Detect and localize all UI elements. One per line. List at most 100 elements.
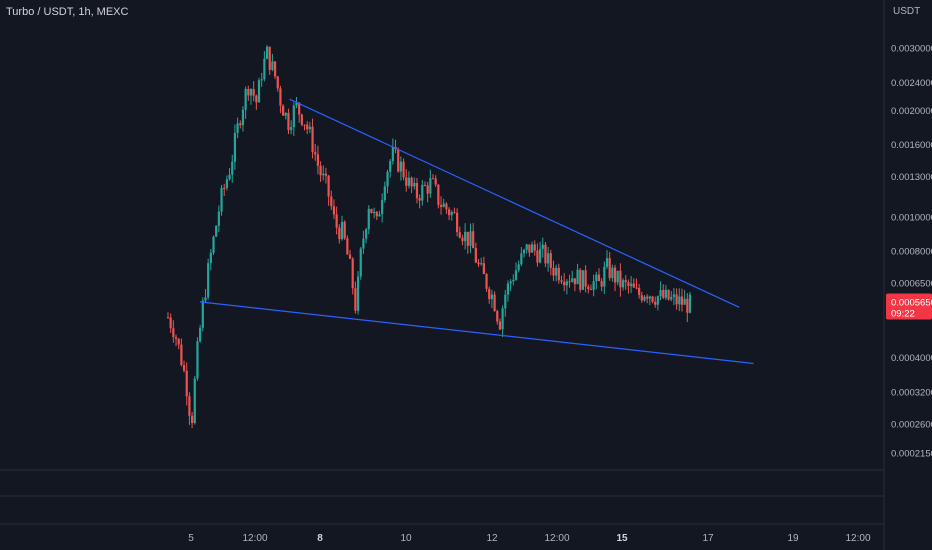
candle-body (279, 88, 282, 106)
x-tick-label: 15 (616, 533, 628, 544)
candle-body (587, 286, 590, 290)
candle-body (282, 105, 285, 116)
candle-body (287, 112, 290, 131)
candle-body (327, 175, 330, 197)
candle-body (536, 250, 539, 263)
candle-body (528, 244, 531, 253)
candle-body (509, 281, 512, 284)
candle-body (632, 283, 635, 288)
candle-body (506, 283, 510, 295)
candle-body (595, 274, 598, 281)
candle-body (544, 244, 547, 264)
candle-body (447, 209, 451, 216)
candle-body (231, 161, 234, 175)
candle-body (402, 161, 405, 178)
x-tick-label: 17 (702, 533, 714, 544)
candle-body (552, 267, 555, 276)
candle-body (439, 205, 443, 207)
x-tick-label: 12 (486, 533, 498, 544)
y-tick-label: 0.0004000 (891, 353, 932, 364)
candle-body (268, 46, 271, 70)
candle-body (418, 198, 421, 201)
candle-body (498, 321, 502, 330)
candle-body (549, 253, 552, 268)
candle-body (410, 177, 413, 187)
candle-body (450, 212, 453, 216)
candle-body (530, 244, 534, 253)
candle-body (573, 278, 576, 285)
candle-body (364, 229, 368, 239)
candle-body (169, 317, 172, 329)
candle-body (190, 415, 194, 423)
candle-body (429, 178, 432, 194)
candle-body (292, 105, 295, 128)
candle-body (605, 258, 609, 267)
candle-body (370, 208, 373, 213)
candle-body (407, 177, 411, 186)
candle-body (538, 248, 542, 263)
candle-body (488, 288, 491, 300)
candle-body (458, 232, 461, 238)
candle-body (322, 173, 325, 176)
candle-body (437, 184, 440, 206)
candle-body (453, 212, 456, 214)
y-tick-label: 0.0006500 (891, 279, 932, 290)
candle-body (405, 177, 408, 186)
candle-body (464, 231, 467, 242)
candle-body (584, 270, 587, 287)
candle-body (174, 337, 178, 339)
candle-body (565, 281, 568, 286)
x-tick-label: 12:00 (845, 533, 870, 544)
candle-body (672, 294, 676, 297)
candle-body (212, 236, 215, 253)
candle-body (241, 109, 245, 126)
candle-body (576, 269, 579, 285)
candle-body (249, 88, 253, 96)
candle-body (686, 298, 689, 313)
candle-body (196, 341, 199, 379)
candle-body (469, 231, 472, 246)
candle-body (177, 338, 180, 345)
candle-body (188, 396, 191, 416)
candle-body (638, 287, 641, 296)
candle-body (244, 88, 247, 110)
x-tick-label: 5 (188, 533, 194, 544)
candle-body (613, 267, 617, 283)
candle-body (303, 124, 306, 126)
candle-body (172, 328, 175, 338)
x-tick-label: 12:00 (242, 533, 267, 544)
candle-body (180, 344, 183, 366)
y-tick-label: 0.0010000 (891, 212, 932, 223)
candle-body (220, 187, 223, 212)
candle-body (512, 279, 515, 282)
candle-body (490, 294, 494, 300)
candle-body (415, 182, 419, 199)
last-price-value: 0.0005650 (891, 298, 932, 309)
candle-body (356, 276, 360, 311)
candle-body (263, 58, 266, 80)
candle-body (477, 262, 480, 265)
candle-body (348, 254, 352, 259)
candle-body (662, 289, 665, 298)
candle-body (522, 249, 526, 254)
candle-body (308, 126, 311, 130)
x-tick-label: 19 (787, 533, 799, 544)
candle-body (627, 282, 630, 287)
candle-body (373, 211, 376, 213)
candle-body (284, 112, 287, 116)
candle-body (474, 248, 477, 263)
candle-body (659, 289, 662, 297)
candle-body (667, 289, 670, 300)
candle-body (482, 263, 485, 275)
candle-body (386, 171, 389, 187)
candle-body (619, 270, 622, 288)
x-tick-label: 12:00 (544, 533, 569, 544)
candle-body (514, 270, 518, 280)
candle-body (426, 185, 429, 194)
candle-body (635, 287, 638, 289)
candle-body (182, 365, 186, 371)
y-tick-label: 0.0013000 (891, 172, 932, 183)
candle-body (335, 214, 338, 228)
candle-body (571, 278, 574, 282)
